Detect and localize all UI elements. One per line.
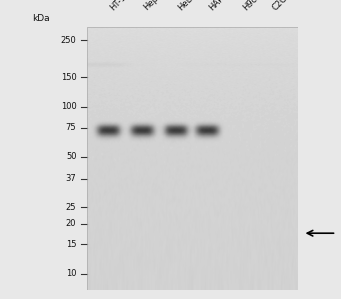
- Text: kDa: kDa: [32, 14, 49, 23]
- Text: H9c2: H9c2: [241, 0, 263, 13]
- Text: 150: 150: [61, 73, 76, 82]
- Text: 50: 50: [66, 152, 76, 161]
- Text: 100: 100: [61, 102, 76, 111]
- Text: 75: 75: [66, 123, 76, 132]
- Text: HT-1080: HT-1080: [108, 0, 139, 13]
- Text: 20: 20: [66, 219, 76, 228]
- Text: 10: 10: [66, 269, 76, 278]
- Text: HeLa: HeLa: [176, 0, 197, 13]
- Text: 37: 37: [65, 174, 76, 183]
- Text: 15: 15: [66, 240, 76, 249]
- Text: C2C12: C2C12: [271, 0, 297, 13]
- Text: HAP-1: HAP-1: [207, 0, 232, 13]
- Text: HepG2: HepG2: [142, 0, 168, 13]
- Text: 250: 250: [61, 36, 76, 45]
- Text: 25: 25: [66, 203, 76, 212]
